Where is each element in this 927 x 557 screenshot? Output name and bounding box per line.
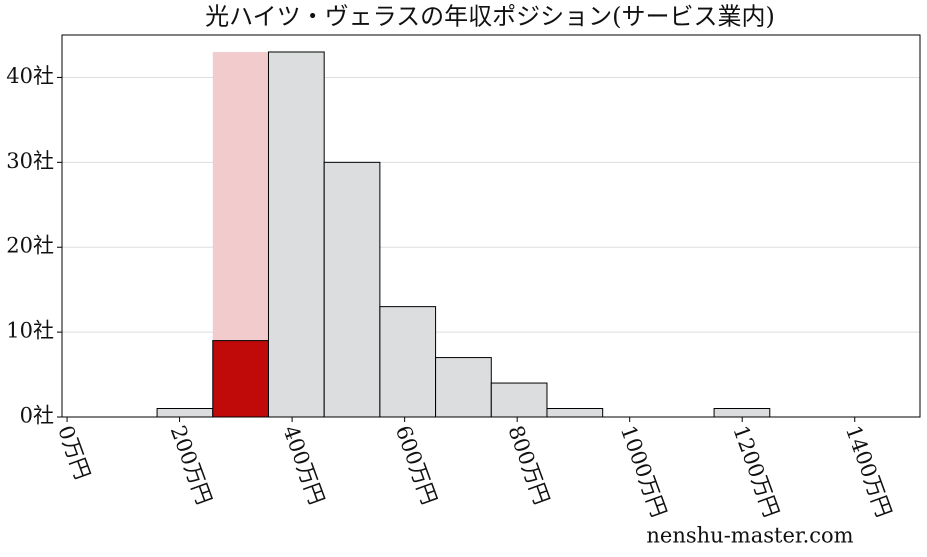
bar	[267, 51, 325, 418]
bar	[212, 340, 269, 418]
y-tick-label: 20社	[6, 234, 54, 258]
bar	[546, 408, 604, 418]
chart-title: 光ハイツ・ヴェラスの年収ポジション(サービス業内)	[205, 3, 775, 31]
watermark: nenshu-master.com	[646, 524, 853, 548]
x-tick-label: 600万円	[391, 422, 442, 507]
x-tick-label: 400万円	[278, 422, 329, 507]
bar	[156, 408, 214, 418]
x-tick-label: 0万円	[53, 422, 94, 482]
bar	[323, 161, 381, 418]
y-tick-label: 10社	[6, 319, 54, 343]
bar	[435, 357, 492, 418]
bar	[379, 306, 437, 418]
x-tick-label: 800万円	[503, 422, 554, 507]
bar	[713, 408, 771, 418]
x-tick-label: 1200万円	[728, 422, 783, 520]
y-tick-label: 30社	[6, 149, 54, 173]
x-tick-label: 1400万円	[841, 422, 896, 520]
y-tick-label: 0社	[20, 404, 54, 428]
bar	[490, 382, 548, 418]
x-tick-label: 1000万円	[616, 422, 671, 520]
x-tick-label: 200万円	[166, 422, 217, 507]
plot-frame	[61, 34, 921, 418]
y-tick-label: 40社	[6, 64, 54, 88]
